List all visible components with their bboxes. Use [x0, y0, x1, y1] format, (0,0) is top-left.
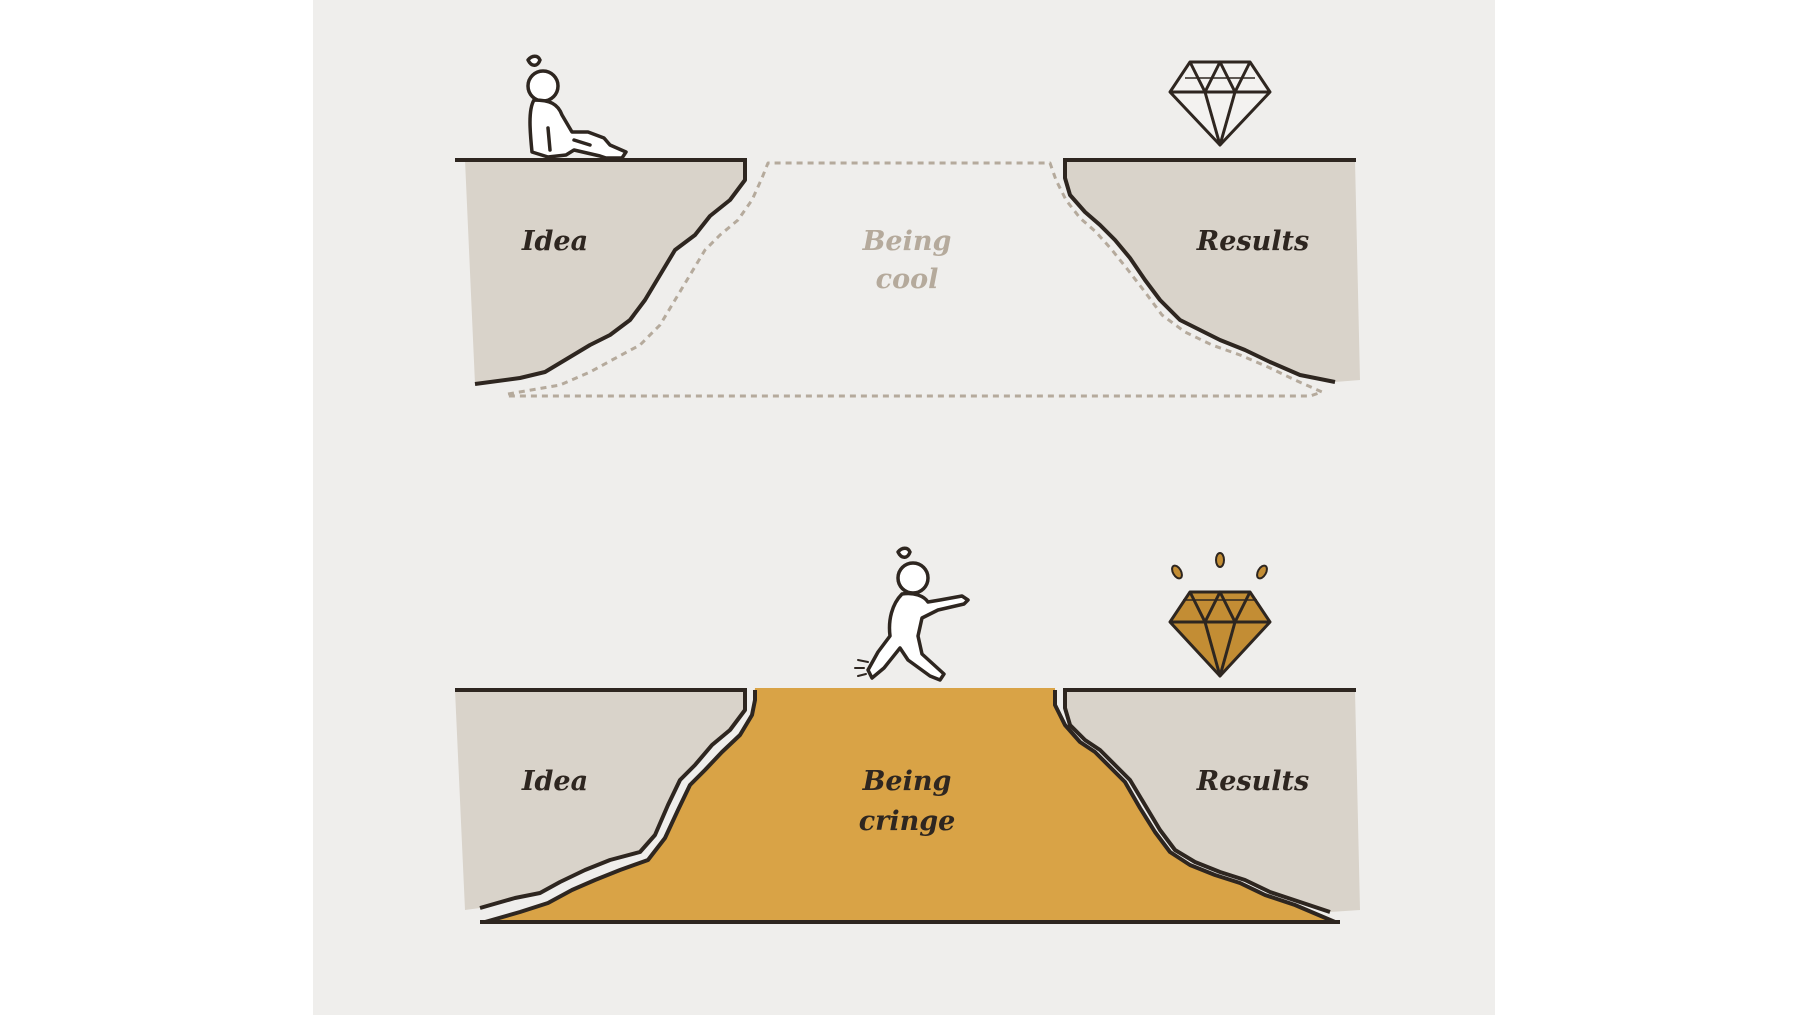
bottom-right-cliff: [1065, 690, 1360, 912]
bottom-results-label: Results: [1196, 766, 1309, 797]
top-middle-label-line1: Being: [862, 226, 952, 257]
top-middle-label-line2: cool: [876, 264, 939, 295]
bottom-middle-label-line1: Being: [862, 766, 952, 797]
top-results-label: Results: [1196, 226, 1309, 257]
bottom-panel: Idea Being cringe Results: [455, 546, 1360, 924]
bottom-middle-label-line2: cringe: [859, 806, 956, 837]
diamond-outline-icon: [1168, 60, 1272, 147]
top-idea-label: Idea: [521, 226, 588, 257]
imagined-bridge-outline: [507, 161, 1324, 398]
person-walking-icon: [854, 546, 970, 682]
bridge-fill: [485, 688, 1335, 922]
top-right-cliff: [1065, 160, 1360, 382]
top-panel: Idea Being cool Results: [455, 54, 1360, 398]
diamond-shining-icon: [1168, 552, 1272, 678]
person-sitting-icon: [526, 54, 628, 160]
bottom-idea-label: Idea: [521, 766, 588, 797]
top-left-cliff: [465, 160, 745, 384]
bottom-left-cliff: [455, 690, 745, 910]
